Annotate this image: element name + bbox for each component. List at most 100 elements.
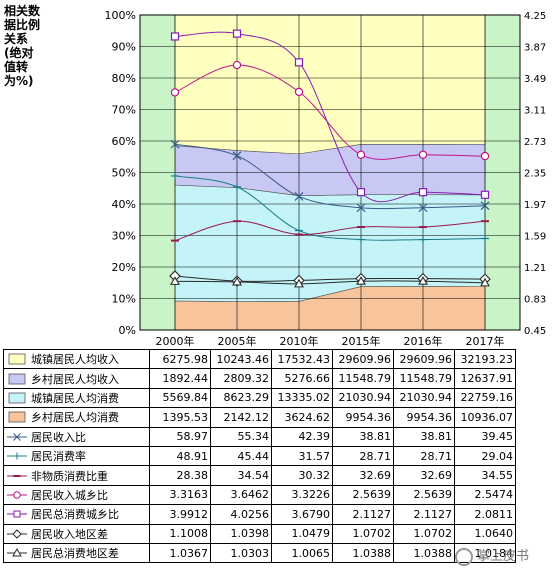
x-tick-label: 2017年: [466, 334, 505, 348]
table-cell: 9954.36: [332, 407, 394, 428]
table-cell: 2809.32: [210, 368, 272, 389]
y-right-tick-label: 0.83: [524, 295, 546, 306]
table-row-label: 居民收入城乡比: [3, 484, 150, 506]
table-row: 城镇居民人均消费 5569.84 8623.29 13335.02 21030.94 21…: [3, 387, 516, 409]
table-cell: 22759.16: [454, 387, 516, 409]
legend-swatch: [7, 471, 27, 481]
legend-swatch: [7, 373, 27, 384]
point-居民总消费城乡比: [232, 29, 242, 38]
table-cell: 2142.12: [210, 407, 272, 428]
series-name: 居民收入地区差: [31, 527, 108, 541]
point-居民消费率: [171, 171, 179, 180]
table-cell: 1.0640: [454, 523, 516, 544]
table-cell: 32.69: [393, 465, 455, 486]
y-left-tick-label: 0%: [119, 324, 136, 337]
point-居民总消费地区差: [480, 277, 490, 287]
area-城镇居民人均消费: [174, 184, 486, 302]
table-cell: 8623.29: [210, 387, 272, 409]
table-cell: 28.71: [393, 445, 455, 467]
table-cell: 1.1008: [149, 523, 211, 544]
legend-swatch: [7, 353, 27, 365]
y-left-tick-label: 40%: [112, 198, 136, 211]
table-cell: 3.3226: [271, 484, 333, 506]
point-居民总消费地区差: [232, 276, 242, 286]
table-cell: 1.0398: [210, 523, 272, 544]
point-居民总消费地区差: [418, 276, 428, 285]
table-row: 居民收入地区差 1.1008 1.0398 1.0479 1.0702 1.0702 1.0…: [3, 523, 516, 544]
point-居民收入城乡比: [480, 151, 490, 161]
table-cell: 1.0065: [271, 542, 333, 564]
y-right-tick-label: 3.49: [524, 74, 546, 85]
table-cell: 6275.98: [149, 348, 211, 370]
point-居民总消费地区差: [356, 276, 366, 285]
table-row: 乡村居民人均消费 1395.53 2142.12 3624.62 9954.36 9954…: [3, 407, 516, 428]
point-居民消费率: [419, 235, 427, 244]
y-right-tick-label: 3.11: [524, 106, 546, 117]
y-right-tick-label: 2.73: [524, 137, 546, 148]
point-居民收入比: [232, 151, 242, 161]
point-居民总消费地区差: [294, 278, 304, 288]
table-cell: 34.54: [210, 465, 272, 486]
point-居民收入比: [418, 203, 428, 213]
x-tick-label: 2016年: [404, 334, 443, 348]
x-tick-label: 2000年: [156, 334, 195, 348]
point-居民收入比: [480, 201, 490, 211]
series-name: 居民收入城乡比: [31, 488, 108, 502]
x-tick-label: 2015年: [342, 334, 381, 348]
legend-swatch: [7, 392, 27, 404]
table-row: 居民收入比 58.97 55.34 42.39 38.81 38.81 39.45: [3, 426, 516, 447]
legend-swatch: [7, 411, 27, 423]
table-row-label: 城镇居民人均消费: [3, 387, 150, 409]
y-right-tick-label: 2.35: [524, 169, 546, 180]
point-居民收入城乡比: [418, 150, 428, 159]
y-right-tick-label: 1.59: [524, 232, 546, 243]
table-cell: 10936.07: [454, 407, 516, 428]
table-cell: 1.0702: [332, 523, 394, 544]
point-居民总消费城乡比: [480, 190, 490, 199]
point-居民收入比: [294, 192, 304, 201]
table-cell: 9954.36: [393, 407, 455, 428]
table-row-label: 城镇居民人均收入: [3, 348, 150, 370]
table-cell: 1.0702: [393, 523, 455, 544]
point-居民消费率: [481, 234, 489, 243]
y-left-tick-label: 70%: [112, 104, 136, 117]
table-cell: 2.0811: [454, 504, 516, 525]
y-right-tick-label: 1.97: [524, 200, 546, 211]
series-name: 乡村居民人均消费: [31, 411, 119, 425]
table-cell: 32.69: [332, 465, 394, 486]
point-居民收入城乡比: [294, 87, 304, 97]
x-tick-label: 2005年: [218, 334, 257, 348]
table-cell: 1892.44: [149, 368, 211, 389]
y-right-tick-label: 0.45: [524, 326, 546, 337]
plot-frame: [139, 14, 521, 331]
table-cell: 55.34: [210, 426, 272, 447]
point-居民总消费城乡比: [294, 58, 304, 67]
y-left-tick-label: 10%: [112, 293, 136, 306]
table-cell: 28.71: [332, 445, 394, 467]
table-cell: 21030.94: [393, 387, 455, 409]
y-left-tick-label: 80%: [112, 72, 136, 85]
series-name: 居民收入比: [31, 430, 86, 444]
table-cell: 29609.96: [393, 348, 455, 370]
table-cell: 1395.53: [149, 407, 211, 428]
y-right-tick-label: 4.25: [524, 11, 546, 22]
y-axis-left-label: 相关数据比例关系(绝对值转为%): [4, 4, 41, 88]
wechat-circle-icon: [455, 547, 473, 566]
point-居民收入比: [170, 139, 180, 149]
point-居民消费率: [233, 182, 241, 191]
table-cell: 2.5474: [454, 484, 516, 506]
table-row-label: 居民收入比: [3, 426, 150, 447]
table-cell: 38.81: [393, 426, 455, 447]
table-row-label: 居民消费率: [3, 445, 150, 467]
table-cell: 1.0367: [149, 542, 211, 564]
table-cell: 12637.91: [454, 368, 516, 389]
y-left-tick-label: 30%: [112, 230, 136, 243]
table-cell: 17532.43: [271, 348, 333, 370]
table-cell: 5569.84: [149, 387, 211, 409]
table-cell: 5276.66: [271, 368, 333, 389]
table-row: 居民收入城乡比 3.3163 3.6462 3.3226 2.5639 2.5639 2.5…: [3, 484, 516, 506]
table-row: 居民消费率 48.91 45.44 31.57 28.71 28.71 29.04: [3, 445, 516, 467]
table-row-label: 居民总消费城乡比: [3, 504, 150, 525]
point-居民收入城乡比: [232, 60, 242, 70]
legend-swatch: [7, 548, 27, 558]
